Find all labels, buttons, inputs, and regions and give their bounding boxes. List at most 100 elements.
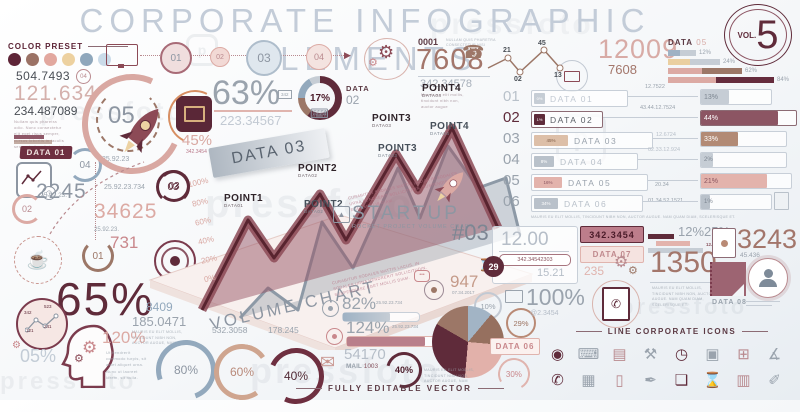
bubble-value: 241 [44, 324, 52, 329]
phone-icon: ☎ [462, 42, 485, 62]
row-connector [648, 180, 698, 181]
stat-7608: 7608 [416, 44, 485, 76]
push-pin-icon: ✒ [644, 372, 657, 389]
stat-1350-rule [650, 282, 735, 283]
data05-label-strong: DATA [668, 38, 694, 47]
bar-segment [668, 59, 690, 65]
timeline-step-3: 03 [246, 40, 282, 76]
stat-185: 185.0471 [132, 314, 187, 329]
stat-3243-sub: 45.436 [740, 252, 760, 259]
stat-63pct: 63% [212, 74, 281, 112]
row-connector [603, 117, 698, 118]
bar-segment [668, 50, 680, 56]
bubble-value: 342 [24, 310, 32, 315]
person-dot [720, 239, 728, 247]
chain-ring-04: 04 [68, 148, 102, 182]
node-value-45: 45 [538, 40, 546, 47]
stat-342-34578: 342.34578 [420, 78, 472, 90]
stat-34625: 34625 [94, 200, 158, 223]
mail-label: MAIL 1003 [346, 363, 379, 370]
table-row-bar: 13% [700, 89, 772, 105]
num-178: 178.245 [268, 325, 299, 335]
table-row-labelbox: 8% DATA 04 [531, 153, 638, 170]
coffee-icon: ☕ [26, 249, 50, 270]
footer-dash [296, 388, 322, 389]
node-value-02: 02 [514, 76, 522, 83]
stat-947-date: 07.34.2017 [452, 290, 475, 295]
table-row-num: 06 [503, 193, 520, 210]
panel-pill: 342.34542303 [499, 254, 571, 266]
ring-29pct: 29% [506, 308, 536, 338]
row-value: 20.34 [655, 182, 669, 188]
timeline-arrow: ▶ [344, 50, 351, 60]
stat-731: 731 [110, 233, 139, 252]
laptop-icon: ⌨ [577, 346, 600, 363]
tag-342: 342.3454 [580, 226, 644, 243]
color-preset-swatches [8, 53, 111, 66]
launch-inner-ring [96, 88, 160, 152]
data06-tag: DATA 06 [490, 338, 540, 355]
coffee-circle: ☕ [14, 236, 62, 284]
highlight-pill [14, 140, 52, 144]
person-dot [328, 306, 333, 311]
row-value: 12.6724 [656, 132, 676, 138]
chain-value-01: 25.92.23. [94, 227, 120, 233]
calculator-icon: ⊞ [737, 346, 750, 363]
timeline-line [140, 55, 348, 56]
invoice-icon: ▥ [736, 372, 751, 389]
table-row-num: 03 [503, 130, 520, 147]
gears-ring [364, 38, 410, 80]
row-connector [628, 96, 698, 97]
icons-row-1: ◉ ⌨ ▤ ⚒ ◷ ▣ ⊞ ∡ [542, 342, 790, 366]
table-row-num: 01 [503, 88, 520, 105]
row-label: DATA 05 [568, 178, 612, 188]
swatch-cream [62, 53, 75, 66]
progress-124-fill [347, 337, 425, 346]
chain-value-02: 25.92.23. [40, 192, 68, 199]
lorem-block: MAURIS EU ELIT MOLLIS, TINCIDUNT NIBH NO… [424, 368, 475, 384]
swatch-pink [44, 53, 57, 66]
footer-text: FULLY EDITABLE VECTOR [328, 384, 472, 393]
row-bar-fill: 13% [701, 90, 730, 104]
timeline-step-1: 01 [160, 42, 192, 74]
data07-tag: DATA 07 [580, 246, 644, 263]
bar-segment [702, 68, 742, 74]
drafting-compass-icon: ∡ [767, 346, 782, 363]
swatch-brown [26, 53, 39, 66]
stat-0001-caption: NULLAM QUIS PHARETRA CONSECTETUR NISI [446, 38, 496, 48]
ridge-series-front [200, 126, 500, 311]
chart-point-back: POINT2 DATA02 [304, 199, 344, 214]
launch-ring-number: 05 [108, 102, 135, 129]
bar-pct: 24% [723, 59, 736, 65]
row-bar-fill: 44% [701, 111, 779, 125]
photo-icon-box [176, 96, 212, 132]
stat-234487089: 234.487089 [14, 104, 78, 118]
area-series-front [202, 128, 498, 310]
table-note: MAURIS EU ELIT MOLLIS, TINCIDUNT NIBH NO… [531, 215, 736, 219]
icons-header-text: LINE CORPORATE ICONS [607, 327, 737, 336]
speech-dots-bubble: ••• [414, 270, 430, 282]
swatch-lightblue [98, 53, 111, 66]
progress-124-ref: 25.92.23.734 [392, 324, 419, 329]
startup-rocket-icon: ▲ [333, 206, 350, 223]
speech-bubble-chart [16, 298, 68, 350]
document-person-icon [712, 228, 736, 258]
progress-82-bar [342, 312, 420, 322]
stat-63-badge: 342 [278, 90, 292, 99]
gear-icon: ⚙ [82, 338, 98, 357]
stat-12009-sub: 7608 [608, 62, 637, 77]
num-532: 532.3058 [212, 325, 248, 335]
panel-big: 12.00 [501, 229, 549, 250]
data08-label: DATA 08 [712, 299, 747, 306]
minibar-maroon [648, 234, 674, 239]
contact-book-circle: ✆ [592, 280, 640, 328]
monitor-icon [564, 70, 580, 82]
row-label: DATA 03 [574, 136, 618, 146]
panel-rule [499, 251, 569, 252]
donut-40: 40% [260, 340, 332, 412]
stat-0001: 0001 [418, 37, 439, 47]
row-connector [643, 201, 698, 202]
donut-17-number: 02 [346, 93, 360, 107]
footer-dash [477, 388, 504, 389]
panel-12: 12.00 342.34542303 15.21 [492, 226, 578, 284]
